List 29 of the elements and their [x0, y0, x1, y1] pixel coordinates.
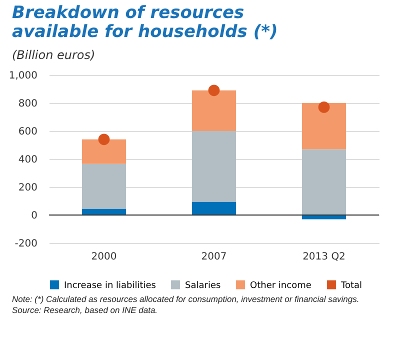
y-tick-label: -200 [14, 238, 38, 250]
bar [82, 139, 126, 164]
x-tick-label: 2007 [201, 252, 227, 262]
bar [192, 90, 236, 131]
y-tick-label: 1,000 [8, 70, 38, 82]
y-tick-label: 400 [18, 154, 38, 166]
text: Note: (*) Calculated as resources allocated for consumption, investment or financial savings. [12, 294, 360, 305]
bar [192, 131, 236, 202]
legend-label: Salaries [185, 280, 221, 291]
y-tick-label: 200 [18, 182, 38, 194]
bar [302, 149, 346, 215]
point [208, 84, 220, 96]
point [318, 102, 330, 113]
chart-title: Breakdown of resources available for households (*) [12, 3, 279, 42]
bar [82, 208, 126, 215]
y-tick-label: 800 [18, 98, 38, 110]
x-tick-label: 2013 Q2 [302, 252, 346, 262]
x-tick-label: 2000 [91, 252, 117, 262]
y-tick-label: 0 [31, 210, 38, 222]
legend-label: Total [340, 280, 362, 291]
bar [192, 202, 236, 215]
legend-label: Increase in liabilities [64, 280, 156, 291]
source-note: Source: Research, based on INE data. [12, 305, 159, 316]
point [98, 134, 110, 146]
chart-subtitle: (Billion euros) [12, 48, 96, 62]
bar [82, 164, 126, 209]
legend-label: Other income [250, 280, 312, 291]
bar [302, 103, 346, 150]
y-tick-label: 600 [18, 126, 38, 138]
